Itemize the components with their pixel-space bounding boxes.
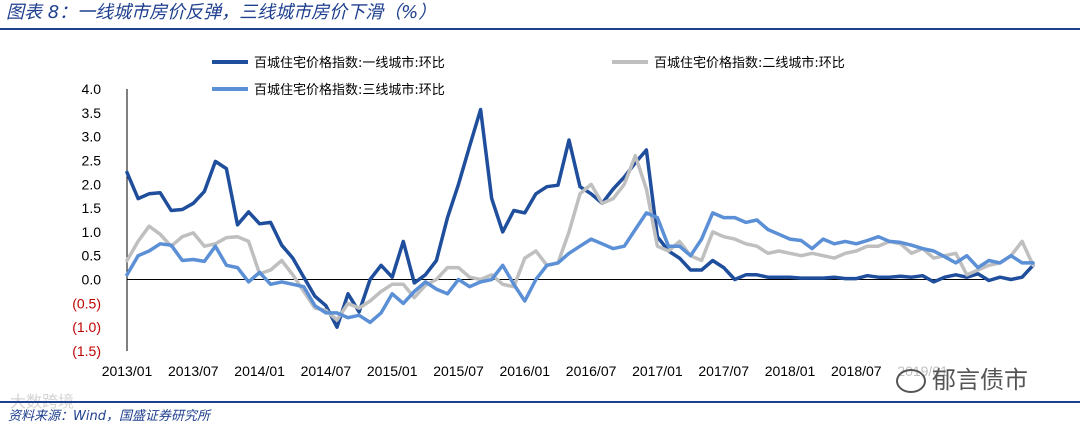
y-tick-label: (1.5) (72, 343, 101, 359)
y-tick-label: 2.0 (82, 176, 102, 192)
series-line-2 (125, 153, 1035, 322)
x-tick-label: 2016/07 (566, 363, 617, 379)
x-tick-label: 2013/07 (168, 363, 219, 379)
series-line-1 (125, 107, 1035, 329)
x-tick-label: 2015/07 (433, 363, 484, 379)
watermark-right: 郁言债市 (892, 360, 1032, 395)
figure-title: 图表 8：一线城市房价反弹，三线城市房价下滑（%） (6, 2, 437, 23)
title-rule (0, 28, 1080, 30)
legend-label-3: 百城住宅价格指数:三线城市:环比 (254, 82, 445, 98)
bottom-rule (0, 401, 1080, 403)
x-tick-label: 2016/01 (499, 363, 550, 379)
line-chart: 4.0 3.5 3.0 2.5 2.0 1.5 1.0 0.5 0.0 (0.5) (1.0) (1.… (72, 55, 1035, 379)
x-tick-label: 2014/07 (301, 363, 352, 379)
y-tick-label: 2.5 (82, 152, 102, 168)
y-tick-label: 0.0 (82, 272, 102, 288)
x-tick-label: 2013/01 (102, 363, 153, 379)
legend-label-2: 百城住宅价格指数:二线城市:环比 (654, 55, 845, 71)
y-tick-label: 4.0 (82, 81, 102, 97)
watermark-right-text: 郁言债市 (932, 366, 1028, 394)
y-tick-label: 3.0 (82, 129, 102, 145)
x-tick-label: 2018/07 (831, 363, 882, 379)
x-tick-label: 2017/01 (632, 363, 683, 379)
y-tick-label: 3.5 (82, 105, 102, 121)
legend-label-1: 百城住宅价格指数:一线城市:环比 (254, 55, 445, 71)
source-note: 资料来源：Wind，国盛证券研究所 (8, 409, 210, 424)
y-tick-label: (0.5) (72, 295, 101, 311)
wechat-icon (896, 369, 926, 393)
x-tick-label: 2014/01 (234, 363, 285, 379)
x-tick-label: 2017/07 (698, 363, 749, 379)
x-tick-label: 2015/01 (367, 363, 418, 379)
x-tick-label: 2018/01 (765, 363, 816, 379)
y-tick-label: (1.0) (72, 319, 101, 335)
y-tick-label: 1.0 (82, 224, 102, 240)
y-tick-label: 1.5 (82, 200, 102, 216)
series-line-3 (125, 211, 1035, 325)
y-tick-label: 0.5 (82, 248, 102, 264)
